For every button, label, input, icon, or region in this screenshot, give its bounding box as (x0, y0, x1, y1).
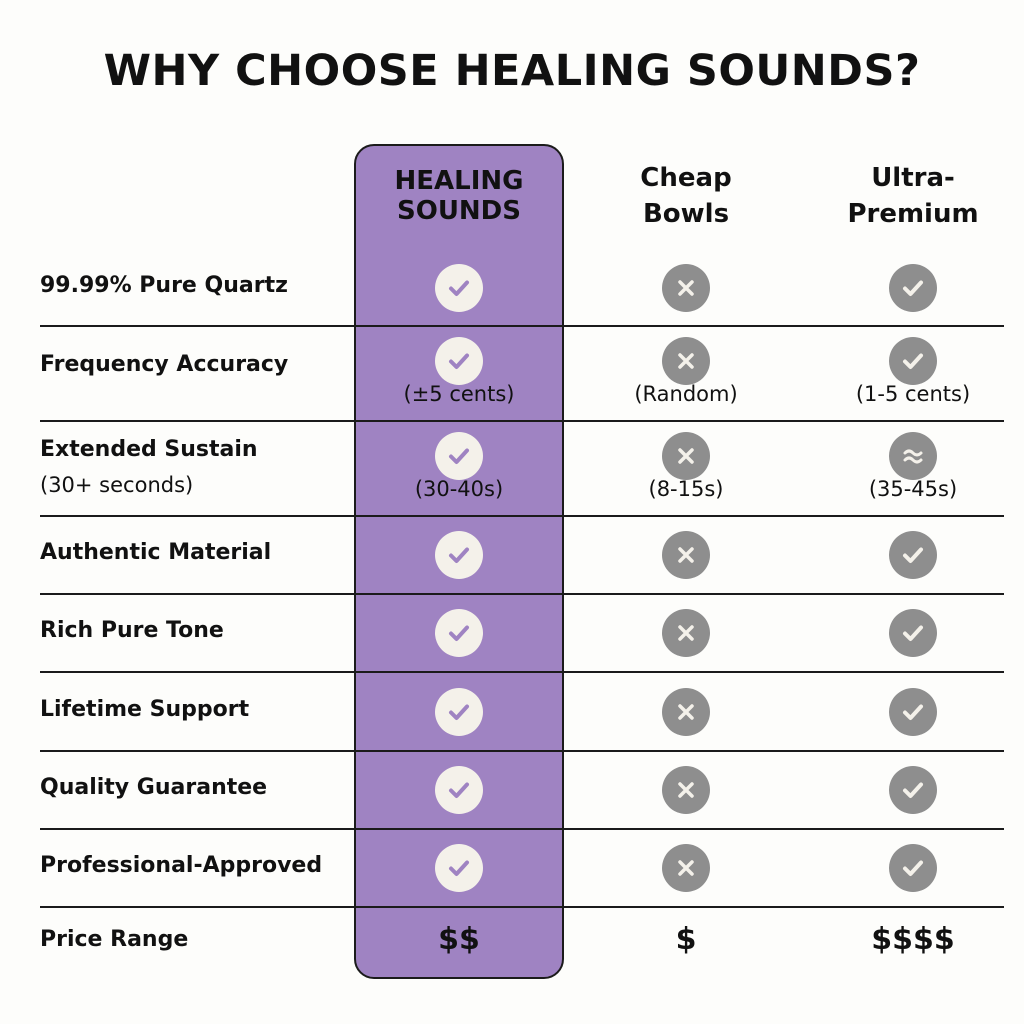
check-icon (889, 336, 937, 385)
price-value: $ (675, 922, 697, 957)
x-icon (662, 431, 710, 480)
check-icon (889, 844, 937, 892)
row-label: Frequency Accuracy (40, 351, 289, 377)
row-divider (40, 593, 1004, 595)
column-header-line: Cheap (640, 163, 732, 193)
x-icon (662, 609, 710, 657)
check-icon (435, 766, 483, 814)
cell-note: (30-40s) (414, 476, 504, 501)
row-divider (40, 515, 1004, 517)
check-icon (889, 687, 937, 736)
x-icon (662, 336, 710, 385)
cell-note: (Random) (634, 381, 738, 406)
check-icon (889, 609, 937, 657)
price-value: $$$$ (871, 922, 955, 957)
column-header-line: HEALING (394, 166, 524, 196)
check-icon (435, 609, 483, 657)
check-icon (889, 264, 937, 312)
cell-note: (1-5 cents) (855, 381, 971, 406)
row-divider (40, 750, 1004, 752)
column-header-line: SOUNDS (396, 196, 521, 226)
x-icon (662, 531, 710, 579)
row-label: Professional-Approved (40, 853, 323, 878)
row-label: 99.99% Pure Quartz (40, 273, 288, 298)
check-icon (435, 531, 483, 579)
row-label: Authentic Material (40, 540, 272, 565)
row-divider (40, 906, 1004, 908)
row-divider (40, 325, 1004, 327)
column-header-line: Bowls (642, 199, 730, 229)
column-header-line: Ultra- (871, 163, 955, 193)
check-icon (435, 687, 483, 736)
check-icon (435, 431, 483, 480)
column-header: Ultra- Premium (803, 160, 1023, 232)
cell-note: (8-15s) (648, 476, 724, 501)
row-divider (40, 420, 1004, 422)
row-divider (40, 828, 1004, 830)
row-label: Rich Pure Tone (40, 618, 224, 643)
row-sublabel: (30+ seconds) (40, 472, 194, 497)
price-value: $$ (438, 922, 480, 957)
x-icon (662, 766, 710, 814)
check-icon (435, 336, 483, 385)
column-header: Cheap Bowls (576, 160, 796, 232)
check-icon (435, 844, 483, 892)
cell-note: (35-45s) (868, 476, 958, 501)
row-label: Quality Guarantee (40, 775, 268, 800)
check-icon (435, 264, 483, 312)
x-icon (662, 264, 710, 312)
check-icon (889, 531, 937, 579)
x-icon (662, 844, 710, 892)
cell-note: (±5 cents) (403, 381, 515, 406)
x-icon (662, 687, 710, 736)
row-divider (40, 671, 1004, 673)
approx-icon (889, 431, 937, 480)
row-label: Lifetime Support (40, 696, 250, 722)
column-header: HEALING SOUNDS (349, 166, 569, 226)
check-icon (889, 766, 937, 814)
page-title: WHY CHOOSE HEALING SOUNDS? (103, 46, 921, 96)
row-label: Price Range (40, 927, 189, 952)
column-header-line: Premium (847, 199, 979, 229)
row-label: Extended Sustain (40, 436, 258, 462)
